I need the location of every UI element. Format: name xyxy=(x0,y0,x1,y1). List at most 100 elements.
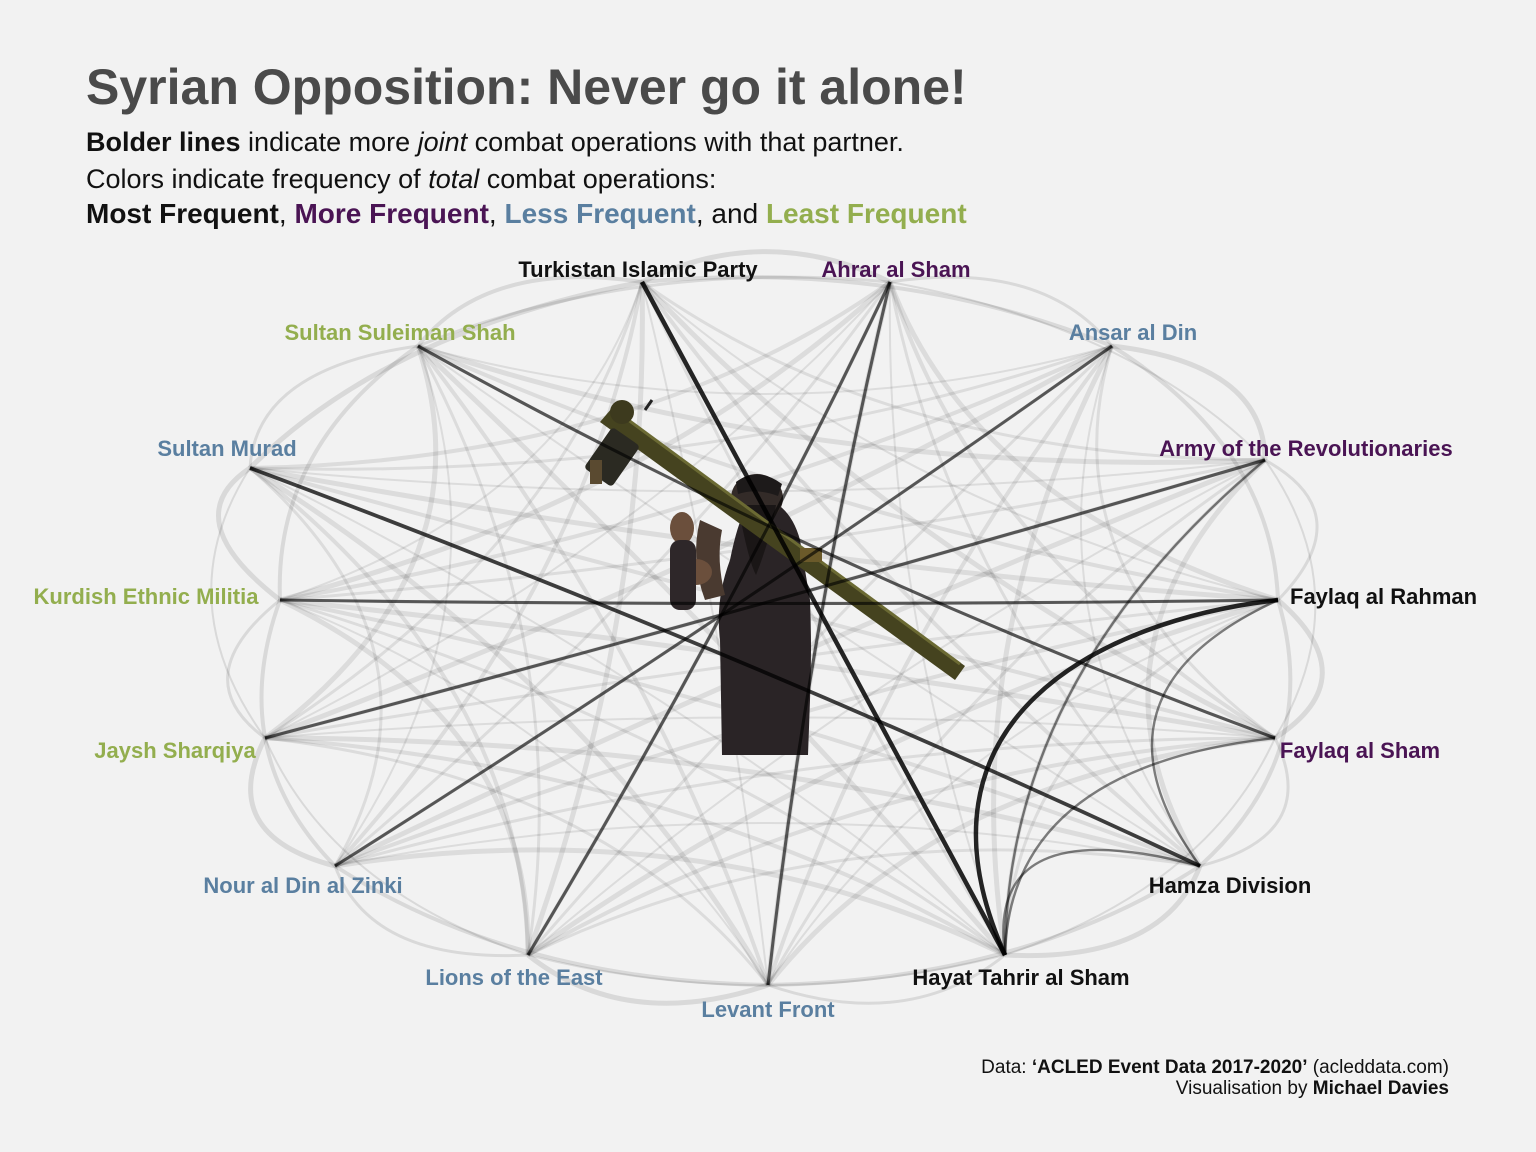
link-fas-hts xyxy=(1004,737,1276,956)
legend-less: Less Frequent xyxy=(504,198,696,229)
link-hts-loe xyxy=(527,954,1006,987)
node-label-kem: Kurdish Ethnic Militia xyxy=(34,584,260,609)
link-hts-sm xyxy=(249,467,1006,956)
link-aad-sm xyxy=(249,344,1113,471)
node-label-sss: Sultan Suleiman Shah xyxy=(284,320,515,345)
link-tip-fas xyxy=(640,280,1277,741)
link-fas-ndz xyxy=(334,736,1276,868)
link-aor-hd xyxy=(1145,458,1267,868)
legend-most: Most Frequent xyxy=(86,198,279,229)
strong-link-aas-lf xyxy=(766,281,892,986)
link-aad-fas xyxy=(1095,345,1276,740)
link-aor-loe xyxy=(527,459,1266,956)
strong-link-ndz-aad xyxy=(334,344,1113,868)
data-source-line: Data: ‘ACLED Event Data 2017-2020’ (acle… xyxy=(981,1057,1449,1078)
link-lf-sss xyxy=(416,344,770,986)
legend-separator: , xyxy=(488,198,505,229)
link-tip-aas xyxy=(640,249,892,285)
link-tip-lf xyxy=(641,281,769,986)
strong-link-sm-hd xyxy=(249,466,1201,868)
link-tip-js xyxy=(264,281,644,740)
subtitle-italic-phrase: total xyxy=(428,164,480,194)
link-tip-sm xyxy=(248,279,643,470)
link-aad-sss xyxy=(417,345,1113,395)
credit-text: Visualisation by xyxy=(1175,1078,1313,1099)
strong-link-loe-aas xyxy=(526,281,892,956)
link-kem-sm xyxy=(216,465,282,602)
link-hd-js xyxy=(264,735,1201,869)
link-js-sm xyxy=(210,467,266,739)
link-loe-sss xyxy=(416,345,541,956)
node-label-js: Jaysh Sharqiya xyxy=(94,738,256,763)
link-sm-sss xyxy=(248,344,419,469)
link-fas-loe xyxy=(527,736,1276,957)
link-far-lf xyxy=(767,599,1279,986)
strong-link-aor-hts xyxy=(1003,459,1266,956)
link-js-kem xyxy=(226,598,281,740)
data-source-name: ‘ACLED Event Data 2017-2020’ xyxy=(1031,1057,1308,1078)
link-tip-far xyxy=(641,281,1279,601)
link-lf-loe xyxy=(526,953,769,1006)
subtitle-line-2: Colors indicate frequency of total comba… xyxy=(86,164,716,195)
link-far-hd xyxy=(1198,599,1293,868)
link-hts-ndz xyxy=(334,847,1007,958)
subtitle-text: indicate more xyxy=(240,127,418,157)
link-fas-hd xyxy=(1199,737,1290,868)
link-tip-aor xyxy=(641,280,1266,462)
link-aad-aor xyxy=(1111,343,1268,461)
link-lf-js xyxy=(264,736,770,986)
link-loe-js xyxy=(264,737,529,956)
link-hts-js xyxy=(264,736,1007,957)
subtitle-text: Colors indicate frequency of xyxy=(86,164,429,194)
link-hd-ndz xyxy=(334,821,1201,867)
strong-link-hd-hts xyxy=(1002,848,1201,956)
link-tip-hts xyxy=(640,281,1007,956)
link-ndz-kem xyxy=(259,599,337,868)
strong-link-far-hts xyxy=(973,597,1279,956)
subtitle-text: combat operations with that partner. xyxy=(467,127,904,157)
chart-title: Syrian Opposition: Never go it alone! xyxy=(86,59,967,115)
link-ndz-sss xyxy=(334,345,453,867)
link-loe-ndz xyxy=(333,865,529,958)
node-label-hts: Hayat Tahrir al Sham xyxy=(912,965,1129,990)
legend-separator: , and xyxy=(695,198,766,229)
node-label-lf: Levant Front xyxy=(701,997,835,1022)
legend-least: Least Frequent xyxy=(765,198,967,229)
link-aor-lf xyxy=(766,458,1266,986)
link-hd-loe xyxy=(527,848,1201,957)
link-aas-sm xyxy=(249,280,892,470)
link-aor-far xyxy=(1264,458,1319,602)
strong-link-kem-far xyxy=(279,598,1279,606)
link-loe-sm xyxy=(248,466,530,956)
link-aas-hts xyxy=(888,281,1006,956)
visualisation-credit-line: Visualisation by Michael Davies xyxy=(981,1078,1449,1099)
link-ndz-js xyxy=(248,736,336,869)
link-hts-lf xyxy=(767,953,1006,1005)
link-aas-aor xyxy=(889,281,1266,461)
node-label-aad: Ansar al Din xyxy=(1069,320,1197,345)
link-aad-hts xyxy=(991,344,1115,956)
link-hts-kem xyxy=(279,598,1006,957)
link-tip-kem xyxy=(279,281,643,601)
credit-text: (acleddata.com) xyxy=(1307,1057,1449,1078)
link-aor-fas xyxy=(1264,459,1317,739)
node-labels: Turkistan Islamic Party Ahrar al Sham Ansa… xyxy=(34,257,1478,1022)
node-label-far: Faylaq al Rahman xyxy=(1290,584,1477,609)
color-legend: Most Frequent, More Frequent, Less Frequ… xyxy=(86,198,967,230)
link-far-hts xyxy=(1003,598,1279,956)
link-loe-kem xyxy=(278,597,531,956)
link-hd-hts xyxy=(1004,865,1203,959)
link-kem-sss xyxy=(277,344,420,601)
legend-separator: , xyxy=(278,198,295,229)
node-label-sm: Sultan Murad xyxy=(157,436,296,461)
node-label-hd: Hamza Division xyxy=(1149,873,1312,898)
link-aor-sss xyxy=(417,343,1266,465)
strong-link-js-aor xyxy=(264,458,1266,740)
link-aas-hd xyxy=(888,281,1202,868)
link-aad-lf xyxy=(766,344,1114,986)
link-lf-ndz xyxy=(333,864,769,987)
link-aad-hd xyxy=(1079,345,1201,867)
link-far-sss xyxy=(417,344,1279,602)
subtitle-italic-phrase: joint xyxy=(417,127,468,157)
